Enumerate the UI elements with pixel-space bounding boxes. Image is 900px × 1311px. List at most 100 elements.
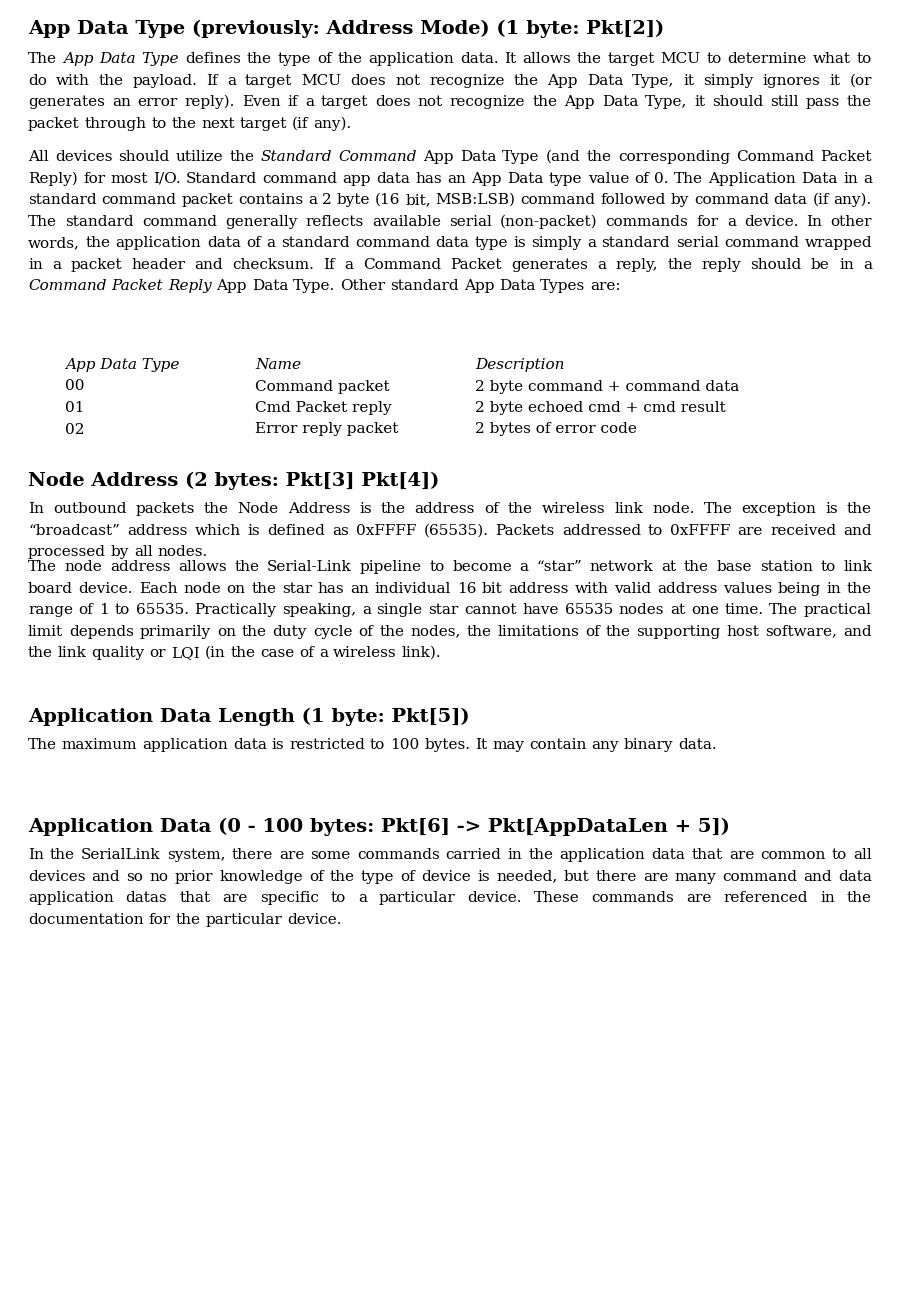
Text: are: are [729,848,754,863]
Text: restricted: restricted [289,738,365,753]
Text: common: common [760,848,826,863]
Text: case: case [260,646,294,661]
Text: the: the [587,149,612,164]
Text: defines: defines [184,52,241,66]
Text: commands: commands [606,215,688,228]
Text: serial: serial [676,236,718,250]
Text: App: App [423,149,454,164]
Text: processed: processed [28,545,106,558]
Text: These: These [534,891,580,905]
Text: do: do [28,73,47,88]
Text: Type.: Type. [293,279,336,294]
Text: are: are [643,869,668,884]
Text: Application Data Length (1 byte: Pkt[5]): Application Data Length (1 byte: Pkt[5]) [28,708,470,726]
Text: of: of [247,236,261,250]
Text: error: error [138,96,178,109]
Text: device.: device. [467,891,522,905]
Text: MCU: MCU [302,73,341,88]
Text: (in: (in [204,646,225,661]
Text: network: network [590,560,653,574]
Text: has: has [416,172,442,186]
Text: checksum.: checksum. [232,258,314,271]
Text: the: the [577,52,602,66]
Text: are: are [279,848,304,863]
Text: data: data [233,738,266,753]
Text: a: a [345,258,354,271]
Text: wrapped: wrapped [805,236,872,250]
Text: or: or [149,646,166,661]
Text: device.: device. [287,912,341,927]
Text: value: value [588,172,629,186]
Text: Data: Data [801,172,838,186]
Text: the: the [251,582,276,595]
Text: for: for [148,912,171,927]
Text: primarily: primarily [140,624,211,638]
Text: node.: node. [652,502,695,517]
Text: on: on [227,582,246,595]
Text: type: type [277,52,311,66]
Text: simply: simply [704,73,754,88]
Text: of: of [299,646,314,661]
Text: the: the [329,869,355,884]
Text: are: are [222,891,248,905]
Text: 0xFFFF: 0xFFFF [670,523,731,538]
Text: carried: carried [446,848,501,863]
Text: commands: commands [591,891,674,905]
Text: Reply): Reply) [28,172,77,186]
Text: should: should [712,96,763,109]
Text: devices: devices [55,149,112,164]
Text: prior: prior [175,869,213,884]
Text: Description: Description [475,358,564,372]
Text: of: of [317,52,331,66]
Text: an: an [447,172,466,186]
Text: the: the [99,73,123,88]
Text: the: the [847,891,872,905]
Text: reply,: reply, [616,258,658,271]
Text: pass: pass [806,96,840,109]
Text: particular: particular [205,912,282,927]
Text: address: address [415,502,475,517]
Text: bit: bit [482,582,503,595]
Text: data: data [207,236,241,250]
Text: there: there [231,848,273,863]
Text: values: values [723,582,772,595]
Text: Data: Data [99,52,136,66]
Text: pipeline: pipeline [359,560,421,574]
Text: (or: (or [850,73,872,88]
Text: the: the [847,502,872,517]
Text: a: a [308,193,317,207]
Text: have: have [523,603,559,617]
Text: in: in [820,891,835,905]
Text: in: in [839,258,854,271]
Text: recognize: recognize [429,73,505,88]
Text: “broadcast”: “broadcast” [28,523,120,538]
Text: a: a [519,560,528,574]
Text: a: a [266,236,275,250]
Text: and: and [804,869,832,884]
Text: host: host [727,624,760,638]
Text: other: other [831,215,872,228]
Text: a: a [863,258,872,271]
Text: a: a [358,891,367,905]
Text: the: the [381,502,406,517]
Text: that: that [179,891,211,905]
Text: data: data [376,172,410,186]
Text: device: device [421,869,471,884]
Text: Other: Other [340,279,385,294]
Text: Error reply packet: Error reply packet [255,422,399,437]
Text: with: with [56,73,90,88]
Text: (65535).: (65535). [423,523,489,538]
Text: reflects: reflects [305,215,364,228]
Text: standard: standard [281,236,349,250]
Text: is: is [477,869,490,884]
Text: of: of [484,502,499,517]
Text: MSB:LSB): MSB:LSB) [436,193,516,207]
Text: 100: 100 [390,738,419,753]
Text: commands: commands [357,848,439,863]
Text: Type,: Type, [633,73,675,88]
Text: simply: simply [532,236,581,250]
Text: limit: limit [28,624,63,638]
Text: Node Address (2 bytes: Pkt[3] Pkt[4]): Node Address (2 bytes: Pkt[3] Pkt[4]) [28,472,439,490]
Text: target: target [608,52,655,66]
Text: the: the [242,624,266,638]
